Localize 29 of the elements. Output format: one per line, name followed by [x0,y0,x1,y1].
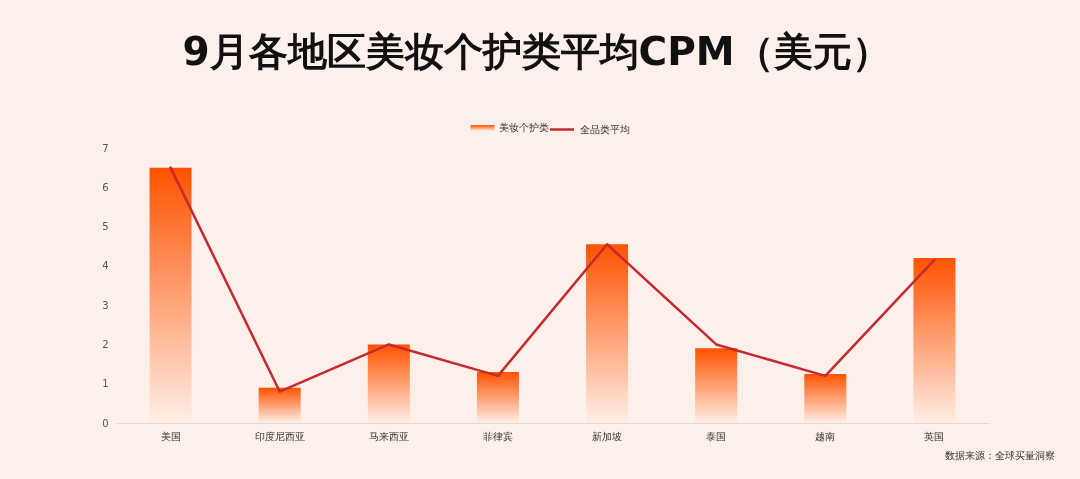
bar [476,371,519,423]
x-tick-label: 马来西亚 [368,430,409,442]
y-tick-label: 7 [102,142,109,154]
bar [695,348,738,423]
bar [367,344,410,423]
x-tick-label: 英国 [924,430,945,442]
y-tick-label: 1 [102,378,109,390]
y-tick-label: 0 [102,417,109,429]
y-tick-label: 3 [102,299,109,311]
y-tick-label: 6 [102,181,109,193]
bar [913,258,956,423]
x-tick-label: 越南 [815,430,836,442]
y-tick-label: 5 [102,221,109,233]
chart-title: 9月各地区美妆个护类平均CPM（美元） [182,29,891,74]
bar [586,244,629,423]
x-tick-label: 菲律宾 [482,430,513,442]
x-tick-label: 印度尼西亚 [254,430,305,442]
bar [258,387,301,423]
bar [804,373,847,423]
bar [149,167,192,423]
y-tick-label: 2 [102,338,109,350]
y-tick-label: 4 [102,260,109,272]
x-tick-label: 泰国 [706,430,727,442]
legend-label: 全品类平均 [579,123,630,135]
line-series [169,166,936,393]
legend-label: 美妆个护类 [498,122,549,133]
x-tick-label: 美国 [160,430,181,442]
source-note: 数据来源：全球买量洞察 [945,450,1055,461]
x-tick-label: 新加坡 [592,430,623,442]
